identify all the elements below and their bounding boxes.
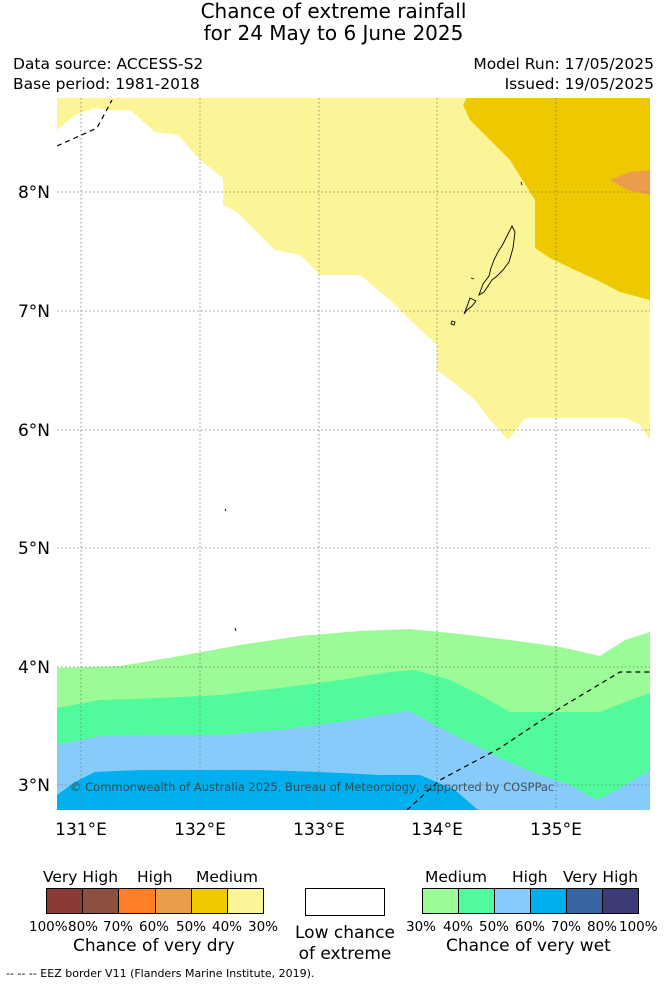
wet-pct-70: 70%: [551, 919, 582, 935]
model-run: Model Run: 17/05/2025: [473, 55, 654, 73]
low-chance-swatch: [305, 888, 385, 916]
dry-pct-50: 50%: [176, 919, 207, 935]
title-line-2: for 24 May to 6 June 2025: [203, 21, 464, 45]
gridlines: [57, 98, 650, 810]
dry-pct-70: 70%: [103, 919, 134, 935]
lon-tick-131: 131°E: [55, 820, 107, 840]
dry-swatch: [155, 889, 192, 913]
dry-swatch: [47, 889, 84, 913]
dry-swatch: [227, 889, 264, 913]
wet-pct-80: 80%: [587, 919, 618, 935]
wet-label-medium: Medium: [425, 868, 487, 886]
dry-swatch: [191, 889, 228, 913]
dry-label-high: High: [137, 868, 173, 886]
title-line-1: Chance of extreme rainfall: [200, 0, 467, 23]
dry-caption: Chance of very dry: [73, 936, 235, 956]
dry-colorbar: [46, 888, 264, 914]
axis-labels: 131°E 132°E 133°E 134°E 135°E 8°N 7°N 6°…: [18, 183, 582, 840]
lon-tick-135: 135°E: [530, 820, 582, 840]
wet-swatch: [567, 889, 603, 913]
dry-high-region: [463, 98, 650, 300]
lat-tick-4n: 4°N: [18, 658, 50, 678]
lat-tick-8n: 8°N: [18, 183, 50, 203]
wet-colorbar: [422, 888, 639, 914]
lat-tick-5n: 5°N: [18, 539, 50, 559]
wet-pct-30: 30%: [406, 919, 437, 935]
issued-date: Issued: 19/05/2025: [504, 75, 654, 93]
eez-border: [57, 99, 650, 810]
wet-pct-60: 60%: [515, 919, 546, 935]
map-area: © Commonwealth of Australia 2025, Bureau…: [57, 98, 650, 810]
lon-tick-134: 134°E: [411, 820, 463, 840]
wet-swatch: [459, 889, 495, 913]
low-caption-line-1: Low chance: [295, 923, 395, 943]
dry-swatch: [119, 889, 156, 913]
dry-pct-40: 40%: [212, 919, 243, 935]
lat-tick-7n: 7°N: [18, 302, 50, 322]
wet-pct-40: 40%: [443, 919, 474, 935]
data-source: Data source: ACCESS-S2: [13, 55, 204, 73]
lon-tick-133: 133°E: [293, 820, 345, 840]
dry-pct-80: 80%: [68, 919, 99, 935]
dry-pct-30: 30%: [248, 919, 279, 935]
dry-swatch: [83, 889, 120, 913]
dry-orange-region: [610, 170, 650, 195]
wet-label-very-high: Very High: [563, 868, 639, 886]
base-period: Base period: 1981-2018: [13, 75, 200, 93]
dry-label-very-high: Very High: [43, 868, 119, 886]
wet-label-high: High: [512, 868, 548, 886]
dry-medium-region: [57, 98, 650, 440]
dry-label-medium: Medium: [196, 868, 258, 886]
lat-tick-6n: 6°N: [18, 421, 50, 441]
palau-islands: [224, 181, 523, 632]
wet-swatch: [531, 889, 567, 913]
low-caption-line-2: of extreme: [298, 944, 392, 964]
wet-60-region: [57, 770, 478, 810]
wet-pct-100: 100%: [619, 919, 658, 935]
copyright-text: © Commonwealth of Australia 2025, Bureau…: [70, 780, 554, 794]
wet-caption: Chance of very wet: [446, 936, 611, 956]
dry-pct-100: 100%: [29, 919, 68, 935]
dry-pct-60: 60%: [139, 919, 170, 935]
wet-swatch: [423, 889, 459, 913]
lat-tick-3n: 3°N: [18, 776, 50, 796]
eez-note: -- -- -- EEZ border V11 (Flanders Marine…: [6, 967, 315, 980]
lon-tick-132: 132°E: [174, 820, 226, 840]
wet-swatch: [495, 889, 531, 913]
wet-pct-50: 50%: [479, 919, 510, 935]
wet-swatch: [603, 889, 638, 913]
